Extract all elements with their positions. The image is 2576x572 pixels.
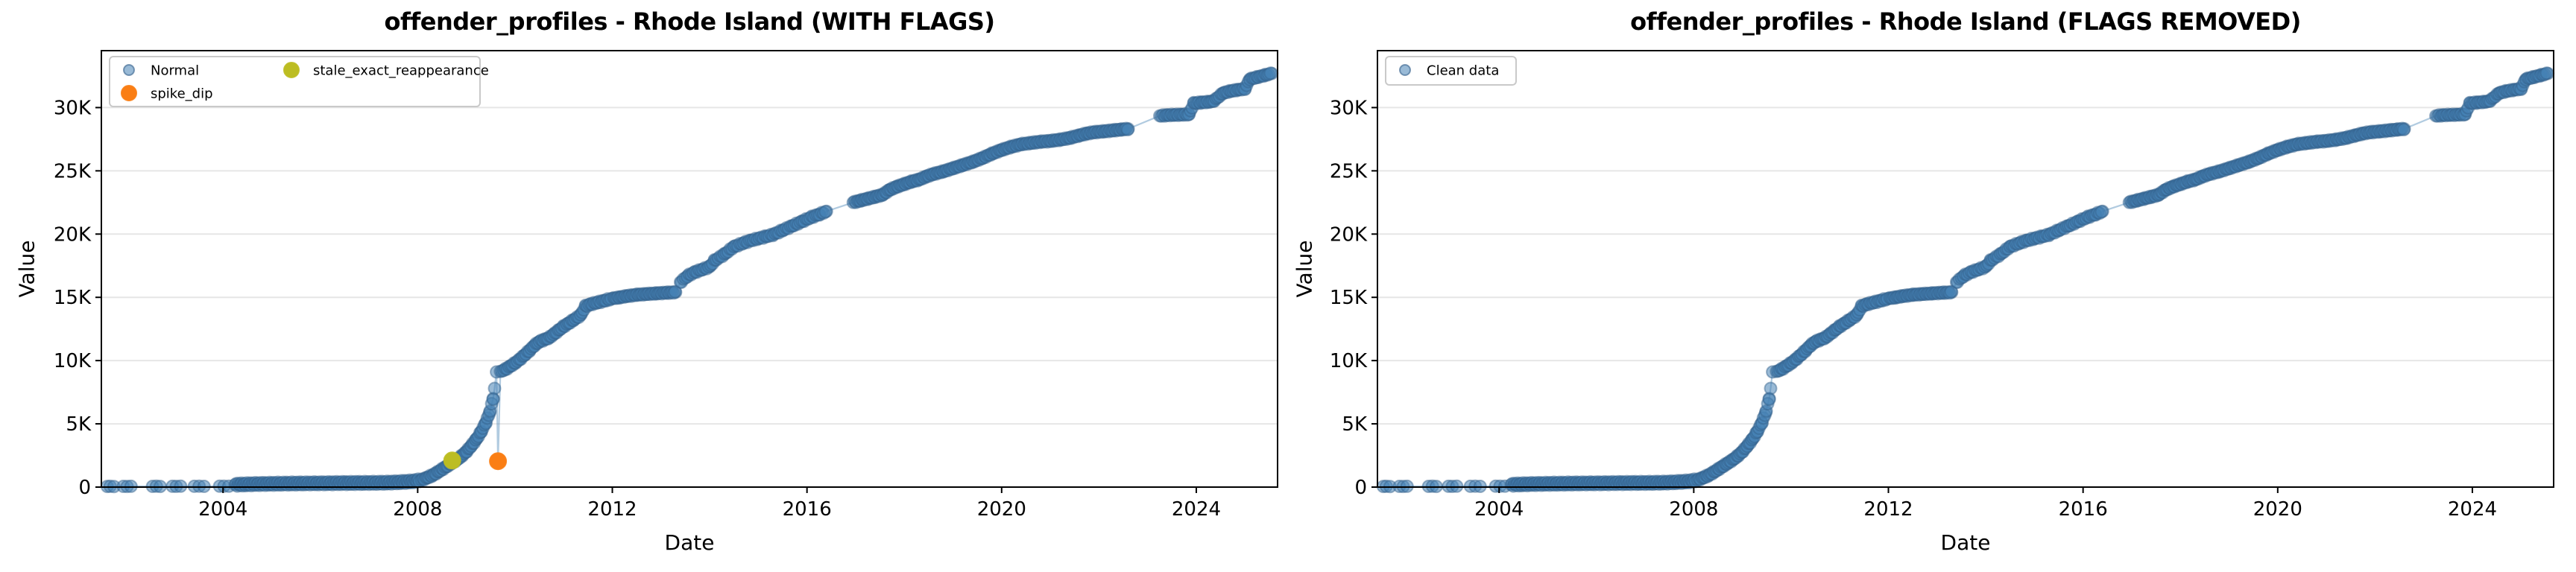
- y-tick-label: 0: [1354, 477, 1367, 499]
- y-tick-label: 20K: [54, 223, 92, 246]
- y-tick-label: 25K: [1330, 160, 1368, 182]
- y-tick-label: 10K: [54, 350, 92, 372]
- y-tick-label: 30K: [1330, 97, 1368, 119]
- x-tick-label: 2020: [977, 498, 1026, 521]
- legend: Normal spike_dip stale_exact_reappearance: [109, 56, 489, 107]
- legend-box: [1385, 56, 1517, 86]
- series-markers-stale: [443, 451, 461, 470]
- x-tick-label: 2004: [198, 498, 247, 521]
- legend-marker-clean: [1399, 64, 1411, 76]
- y-tick-label: 5K: [66, 413, 92, 436]
- x-tick-label: 2020: [2253, 498, 2302, 521]
- y-axis-title-left: Value: [14, 240, 40, 298]
- y-tick-label: 15K: [54, 287, 92, 309]
- legend-label-spike_dip: spike_dip: [151, 86, 213, 102]
- x-tick-label: 2008: [1669, 498, 1718, 521]
- legend-marker-spike_dip: [121, 85, 137, 101]
- series-markers-spike_dip: [489, 452, 508, 471]
- x-tick-label: 2012: [587, 498, 637, 521]
- axis-tick-labels: 2004 2008 2012 2016 2020 2024 0 5K 10K 15K 20K 25K 3…: [1330, 97, 2497, 521]
- series-markers-normal: [100, 66, 1279, 494]
- x-tick-label: 2004: [1474, 498, 1524, 521]
- y-tick-label: 10K: [1330, 350, 1368, 372]
- legend-box: [109, 56, 481, 107]
- gridlines: [101, 107, 1278, 488]
- x-tick-label: 2016: [2059, 498, 2108, 521]
- legend-label-clean: Clean data: [1427, 63, 1499, 79]
- chart-title-flags-removed: offender_profiles - Rhode Island (FLAGS …: [1630, 7, 2301, 36]
- y-tick-label: 0: [78, 477, 91, 499]
- x-tick-label: 2024: [1172, 498, 1221, 521]
- axis-tick-labels: 2004 2008 2012 2016 2020 2024 0 5K 10K 15K 20K 25K 3…: [54, 97, 1221, 521]
- x-tick-label: 2024: [2448, 498, 2497, 521]
- gridlines: [1377, 107, 2554, 488]
- axis-ticks: [1371, 107, 2473, 493]
- y-tick-label: 20K: [1330, 223, 1368, 246]
- x-axis-title-left: Date: [664, 530, 715, 555]
- x-tick-label: 2012: [1863, 498, 1913, 521]
- legend-marker-normal: [123, 64, 135, 76]
- plot-border: [1377, 50, 2554, 488]
- plot-border: [101, 50, 1278, 488]
- y-axis-title-right: Value: [1292, 240, 1317, 298]
- series-markers-clean: [1376, 66, 2555, 494]
- legend: Clean data: [1385, 56, 1517, 86]
- y-tick-label: 25K: [54, 160, 92, 182]
- axis-ticks: [95, 107, 1197, 493]
- y-tick-label: 15K: [1330, 287, 1368, 309]
- x-tick-label: 2016: [783, 498, 832, 521]
- y-tick-label: 30K: [54, 97, 92, 119]
- legend-label-normal: Normal: [151, 63, 199, 79]
- chart-title-with-flags: offender_profiles - Rhode Island (WITH F…: [384, 7, 995, 36]
- legend-marker-stale: [283, 62, 300, 78]
- x-axis-title-right: Date: [1940, 530, 1991, 555]
- x-tick-label: 2008: [393, 498, 442, 521]
- legend-label-stale: stale_exact_reappearance: [313, 63, 489, 79]
- y-tick-label: 5K: [1342, 413, 1368, 436]
